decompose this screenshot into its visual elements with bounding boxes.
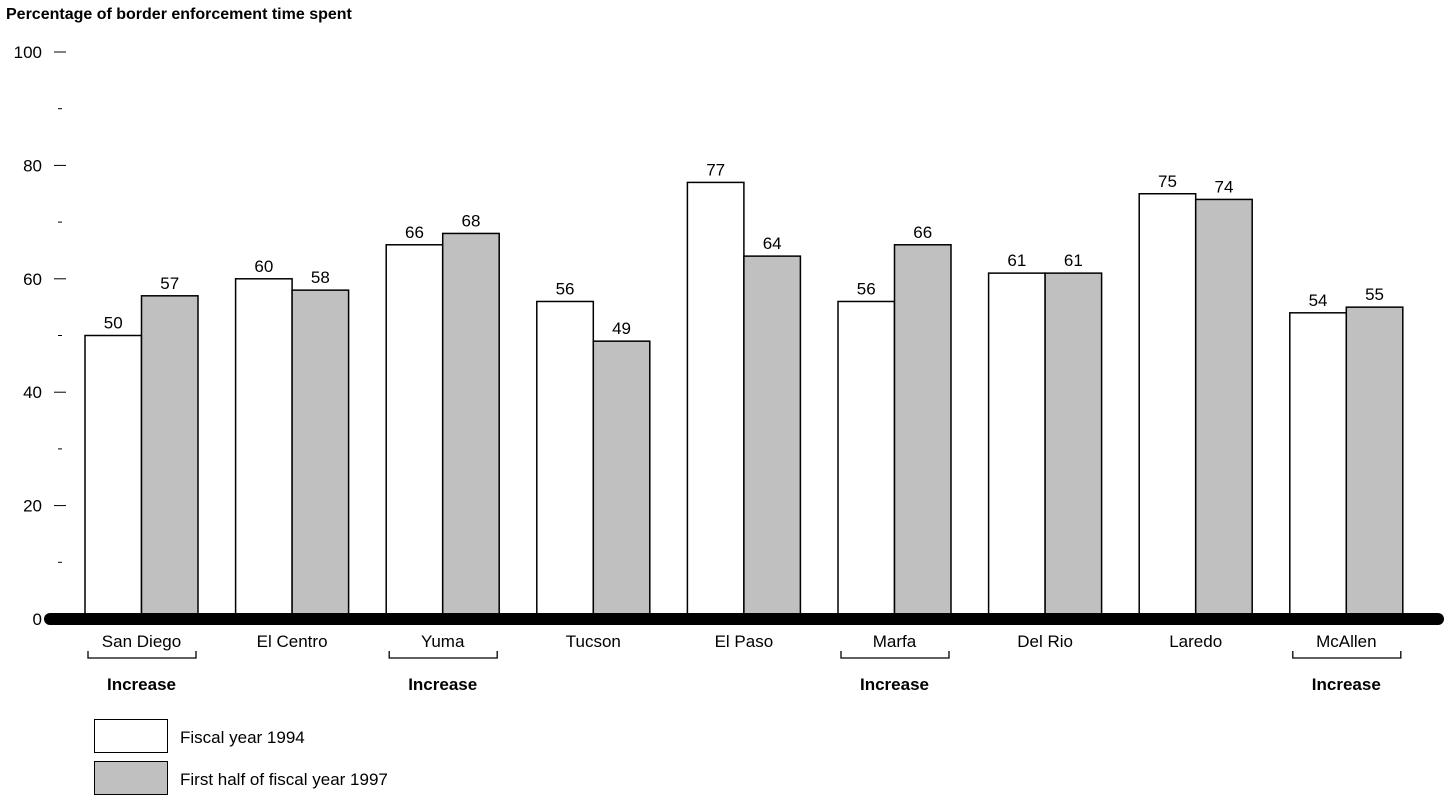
data-label-del-rio-series-2: 61: [1064, 251, 1083, 270]
x-tick-label-yuma: Yuma: [421, 632, 465, 651]
bar-el-centro-series-2: [291, 289, 350, 620]
y-tick-label: 20: [23, 497, 42, 516]
data-label-el-paso-series-1: 77: [706, 160, 725, 179]
annotation-bracket-yuma: [388, 651, 498, 659]
data-label-mcallen-series-2: 55: [1365, 285, 1384, 304]
x-tick-label-laredo: Laredo: [1169, 632, 1222, 651]
annotation-label-marfa: Increase: [860, 675, 929, 694]
bar-el-paso-series-2: [743, 255, 802, 620]
data-label-san-diego-series-1: 50: [104, 314, 123, 333]
annotation-label-mcallen: Increase: [1312, 675, 1381, 694]
x-tick-label-el-centro: El Centro: [257, 632, 328, 651]
bar-laredo-series-1: [1138, 193, 1197, 620]
bar-mcallen-series-1: [1289, 312, 1348, 620]
data-label-marfa-series-2: 66: [913, 223, 932, 242]
data-label-marfa-series-1: 56: [857, 279, 876, 298]
bar-mcallen-series-2: [1345, 306, 1404, 620]
bar-chart: 0 20 40 60 80 100 50 57 San Diego 60 58 El Centro 66…: [14, 43, 1444, 694]
x-tick-label-marfa: Marfa: [873, 632, 917, 651]
bar-san-diego-series-2: [140, 295, 199, 620]
y-tick-label: 100: [14, 43, 42, 62]
data-label-tucson-series-1: 56: [556, 279, 575, 298]
legend-label-fy1994: Fiscal year 1994: [180, 728, 305, 747]
legend-label-fy1997: First half of fiscal year 1997: [180, 770, 388, 789]
x-tick-label-san-diego: San Diego: [102, 632, 181, 651]
bar-tucson-series-2: [592, 340, 651, 620]
y-axis-title: Percentage of border enforcement time sp…: [6, 6, 352, 23]
bar-laredo-series-2: [1194, 198, 1253, 620]
annotation-label-yuma: Increase: [408, 675, 477, 694]
x-tick-label-tucson: Tucson: [566, 632, 621, 651]
y-tick-label: 80: [23, 156, 42, 175]
legend-item-fy1997: First half of fiscal year 1997: [94, 761, 494, 797]
annotation-bracket-marfa: [840, 651, 950, 659]
bar-del-rio-series-2: [1044, 272, 1103, 620]
bar-marfa-series-2: [893, 244, 952, 620]
legend-swatch-fy1994: [94, 719, 168, 753]
bar-del-rio-series-1: [987, 272, 1046, 620]
x-tick-label-el-paso: El Paso: [715, 632, 774, 651]
data-label-del-rio-series-1: 61: [1007, 251, 1026, 270]
y-tick-label: 60: [23, 270, 42, 289]
annotation-bracket-san-diego: [87, 651, 197, 659]
bar-yuma-series-1: [385, 244, 444, 620]
x-tick-label-del-rio: Del Rio: [1017, 632, 1073, 651]
y-tick-label: 40: [23, 383, 42, 402]
data-label-el-centro-series-1: 60: [254, 257, 273, 276]
data-label-el-paso-series-2: 64: [763, 234, 782, 253]
data-label-yuma-series-2: 68: [461, 211, 480, 230]
annotation-label-san-diego: Increase: [107, 675, 176, 694]
bar-el-paso-series-1: [686, 181, 745, 620]
bar-el-centro-series-1: [234, 278, 293, 620]
bar-yuma-series-2: [441, 232, 500, 620]
data-label-yuma-series-1: 66: [405, 223, 424, 242]
y-tick-label: 0: [33, 610, 42, 629]
data-label-san-diego-series-2: 57: [160, 274, 179, 293]
data-label-tucson-series-2: 49: [612, 319, 631, 338]
legend-swatch-fy1997: [94, 761, 168, 795]
data-label-laredo-series-1: 75: [1158, 172, 1177, 191]
legend-item-fy1994: Fiscal year 1994: [94, 719, 494, 755]
data-label-laredo-series-2: 74: [1214, 177, 1233, 196]
bar-marfa-series-1: [837, 300, 896, 620]
bar-tucson-series-1: [536, 300, 595, 620]
data-label-el-centro-series-2: 58: [311, 268, 330, 287]
x-tick-label-mcallen: McAllen: [1316, 632, 1376, 651]
annotation-bracket-mcallen: [1292, 651, 1402, 659]
data-label-mcallen-series-1: 54: [1309, 291, 1328, 310]
bar-san-diego-series-1: [84, 334, 143, 620]
